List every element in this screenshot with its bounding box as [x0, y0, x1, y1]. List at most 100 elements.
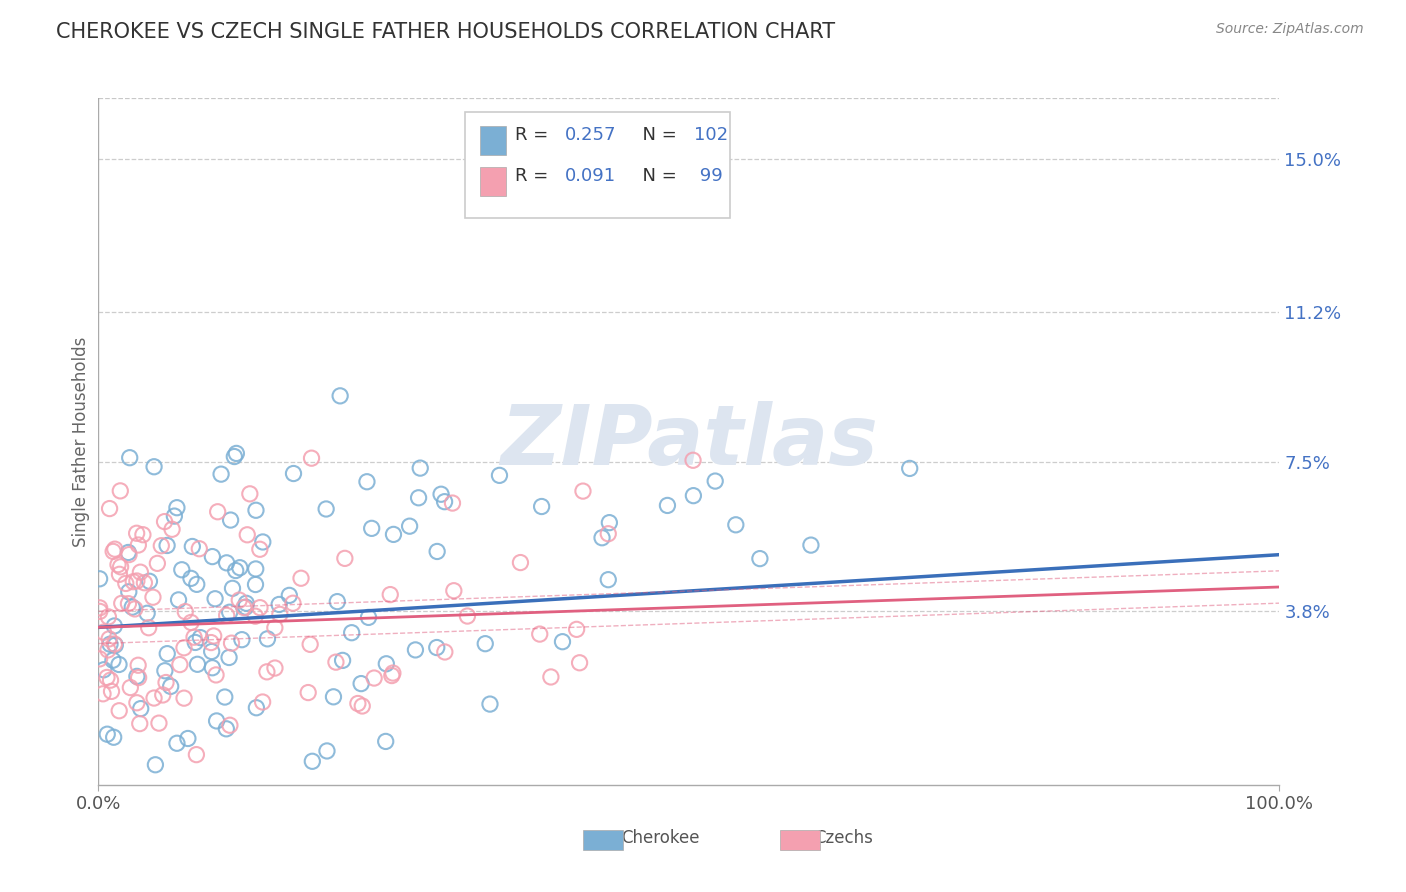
- Text: N =: N =: [631, 168, 682, 186]
- Point: [153, 515, 176, 529]
- Point: [264, 661, 287, 675]
- Point: [117, 597, 139, 611]
- Point: [155, 675, 177, 690]
- Point: [204, 591, 226, 606]
- Text: 0.257: 0.257: [565, 127, 616, 145]
- Point: [529, 627, 551, 641]
- Point: [91, 687, 114, 701]
- Point: [598, 573, 620, 587]
- Point: [156, 539, 179, 553]
- Point: [100, 673, 122, 688]
- Text: CHEROKEE VS CZECH SINGLE FATHER HOUSEHOLDS CORRELATION CHART: CHEROKEE VS CZECH SINGLE FATHER HOUSEHOL…: [56, 22, 835, 42]
- Point: [188, 541, 211, 556]
- Point: [118, 450, 141, 465]
- Point: [381, 668, 404, 682]
- Point: [221, 636, 243, 650]
- Point: [443, 583, 465, 598]
- Point: [138, 574, 160, 589]
- Point: [173, 640, 195, 655]
- Point: [229, 560, 252, 574]
- Point: [136, 607, 159, 621]
- Point: [215, 608, 238, 623]
- Point: [160, 522, 183, 536]
- Point: [181, 540, 204, 554]
- Point: [145, 757, 167, 772]
- Point: [363, 671, 385, 685]
- Text: Source: ZipAtlas.com: Source: ZipAtlas.com: [1216, 22, 1364, 37]
- Point: [357, 610, 380, 624]
- Point: [299, 637, 322, 651]
- Point: [245, 609, 267, 624]
- Point: [433, 494, 456, 508]
- Point: [93, 663, 115, 677]
- Point: [202, 629, 225, 643]
- Point: [398, 519, 420, 533]
- FancyBboxPatch shape: [479, 168, 506, 196]
- Point: [143, 459, 166, 474]
- Point: [800, 538, 823, 552]
- Text: R =: R =: [516, 127, 554, 145]
- Point: [374, 734, 396, 748]
- Point: [177, 731, 200, 746]
- Point: [232, 600, 254, 615]
- Point: [125, 574, 148, 588]
- Point: [127, 538, 149, 552]
- Point: [488, 468, 510, 483]
- Point: [408, 491, 430, 505]
- Point: [96, 670, 118, 684]
- Point: [150, 539, 173, 553]
- Point: [215, 556, 238, 570]
- Point: [111, 596, 134, 610]
- Point: [108, 567, 131, 582]
- Point: [97, 643, 120, 657]
- Point: [333, 551, 356, 566]
- Point: [163, 509, 186, 524]
- Point: [249, 600, 271, 615]
- Point: [132, 527, 155, 541]
- Point: [329, 389, 352, 403]
- Point: [89, 600, 111, 615]
- Point: [121, 600, 143, 615]
- Point: [375, 657, 398, 671]
- Point: [190, 631, 212, 645]
- Point: [231, 632, 253, 647]
- Point: [598, 526, 620, 541]
- Text: 0.091: 0.091: [565, 168, 616, 186]
- Point: [591, 531, 613, 545]
- Point: [426, 544, 449, 558]
- Point: [101, 544, 124, 558]
- Point: [101, 653, 124, 667]
- Point: [682, 453, 704, 467]
- Point: [269, 598, 291, 612]
- Point: [474, 637, 496, 651]
- Text: Czechs: Czechs: [814, 830, 873, 847]
- Point: [898, 461, 921, 475]
- Point: [103, 619, 125, 633]
- Point: [381, 666, 404, 681]
- Point: [530, 500, 553, 514]
- Point: [228, 593, 250, 607]
- Text: ZIPatlas: ZIPatlas: [501, 401, 877, 482]
- Point: [205, 668, 228, 682]
- Point: [97, 610, 120, 624]
- Point: [325, 655, 347, 669]
- Point: [169, 657, 191, 672]
- Point: [156, 647, 179, 661]
- Point: [209, 467, 232, 482]
- Point: [704, 474, 727, 488]
- Point: [356, 475, 378, 489]
- Point: [278, 588, 301, 602]
- Point: [128, 716, 150, 731]
- Point: [118, 548, 141, 562]
- Point: [225, 564, 247, 578]
- Point: [441, 496, 464, 510]
- Point: [186, 577, 208, 591]
- Point: [205, 714, 228, 728]
- FancyBboxPatch shape: [479, 127, 506, 155]
- Text: N =: N =: [631, 127, 682, 145]
- Point: [108, 704, 131, 718]
- Point: [107, 558, 129, 572]
- Point: [104, 542, 127, 557]
- Text: 99: 99: [693, 168, 723, 186]
- Point: [103, 637, 125, 651]
